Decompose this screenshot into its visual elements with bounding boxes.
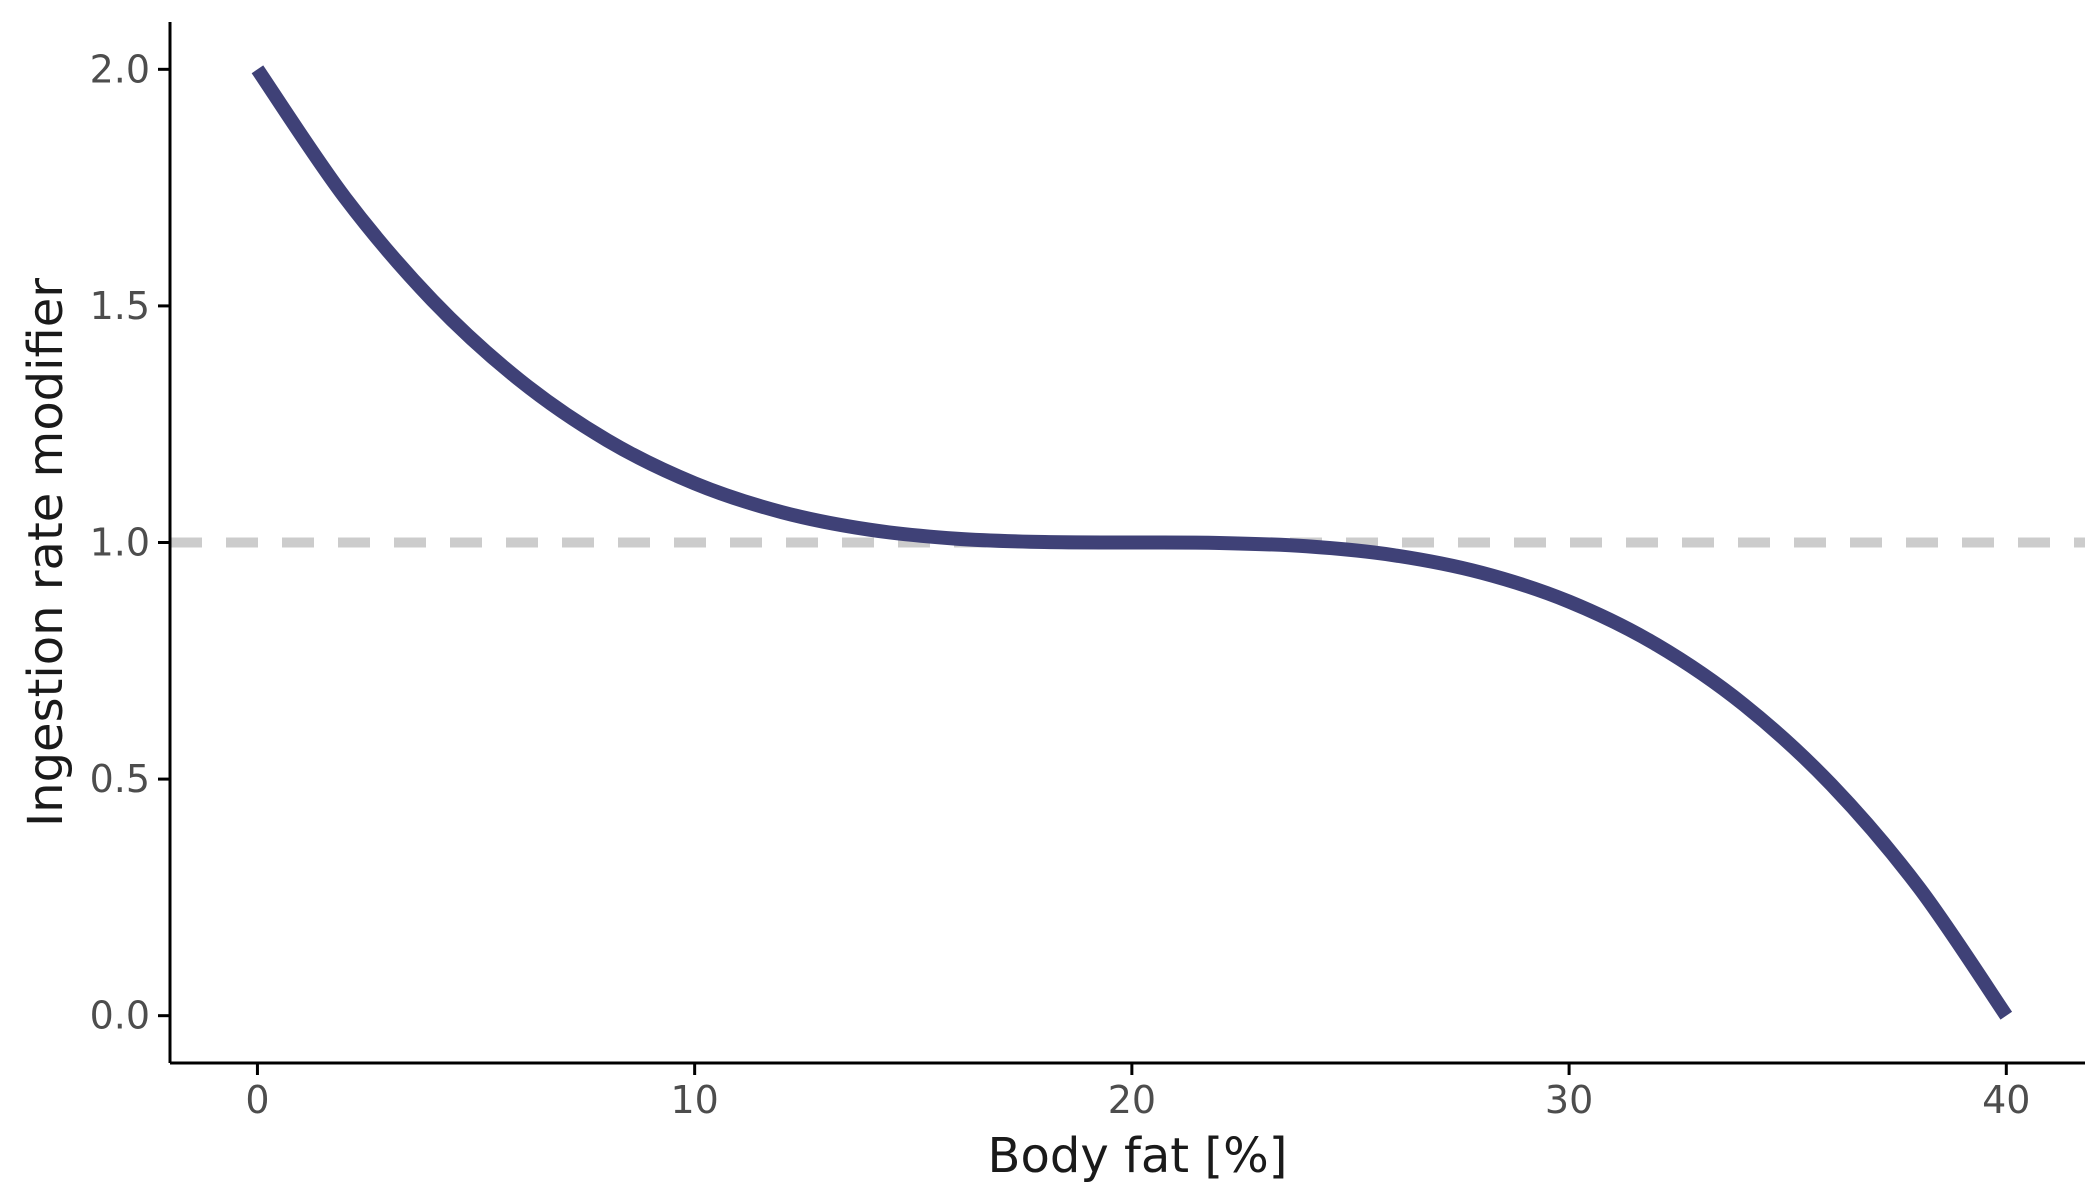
x-tick-label: 10 [670, 1078, 718, 1122]
y-tick-label: 2.0 [90, 47, 150, 91]
x-tick-label: 20 [1108, 1078, 1156, 1122]
y-tick-label: 1.0 [90, 521, 150, 565]
x-tick-label: 30 [1545, 1078, 1593, 1122]
series-line [251, 65, 2013, 1020]
x-axis-title: Body fat [%] [988, 1128, 1288, 1184]
x-axis-ticks: 0 10 20 30 40 [245, 1063, 2030, 1122]
y-tick-label: 0.0 [90, 994, 150, 1038]
y-tick-label: 1.5 [90, 284, 150, 328]
x-tick-label: 40 [1982, 1078, 2030, 1122]
y-axis-title: Ingestion rate modifier [18, 278, 74, 827]
y-axis-ticks: 0.0 0.5 1.0 1.5 2.0 [90, 47, 170, 1038]
x-tick-label: 0 [245, 1078, 269, 1122]
axes: 0 10 20 30 40 0.0 0.5 1.0 1.5 2.0 [90, 22, 2085, 1122]
y-tick-label: 0.5 [90, 757, 150, 801]
series-layer [251, 65, 2013, 1020]
